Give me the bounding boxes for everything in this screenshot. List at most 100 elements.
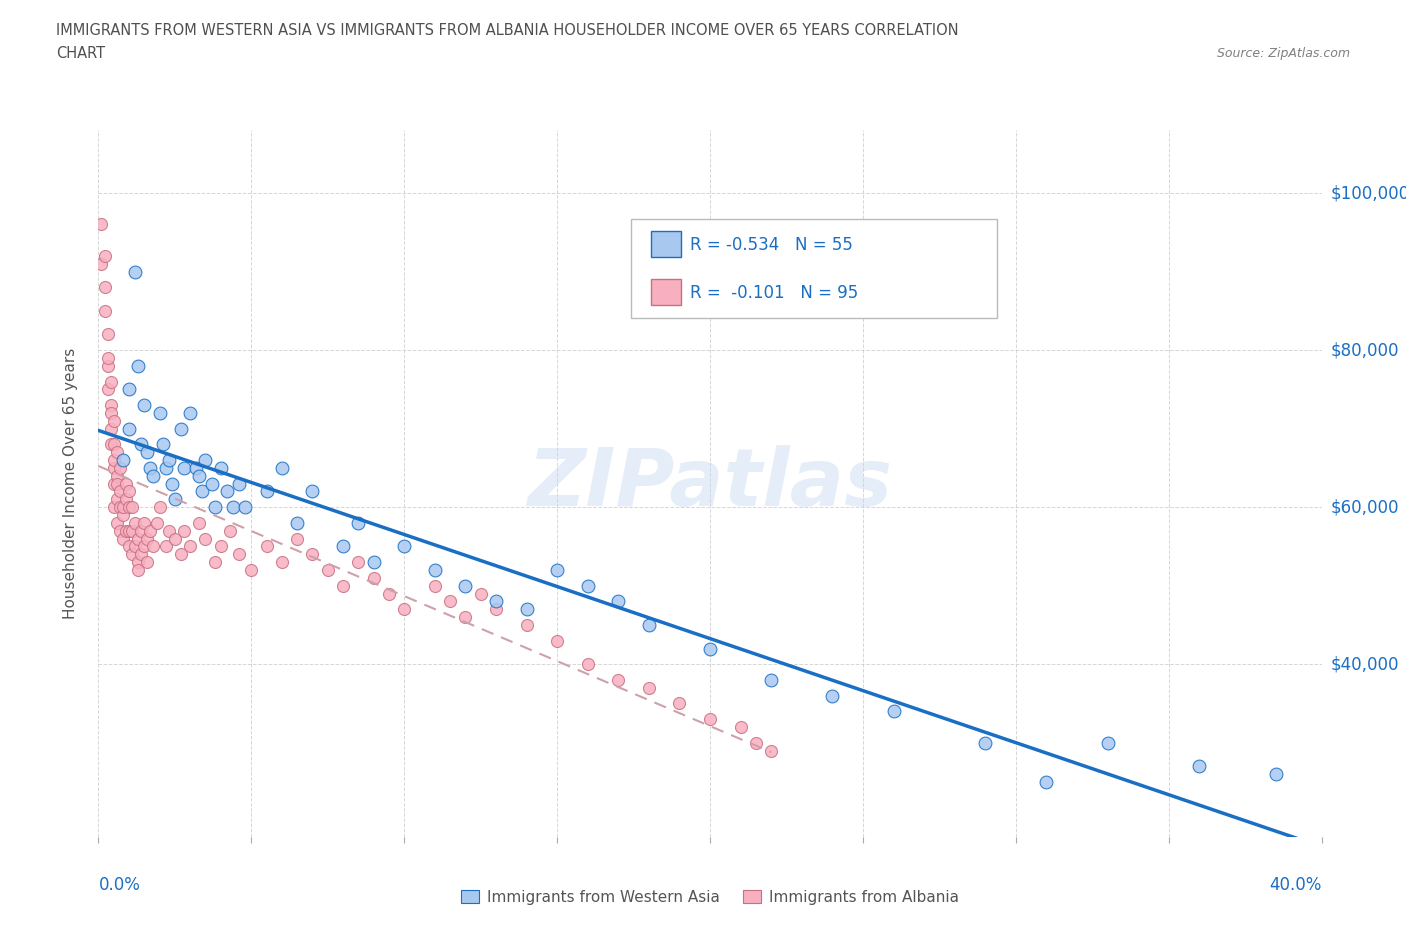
- Point: [607, 594, 630, 609]
- Point: [103, 437, 125, 452]
- Point: [115, 492, 138, 507]
- Point: [105, 469, 128, 484]
- Legend: Immigrants from Western Asia, Immigrants from Albania: Immigrants from Western Asia, Immigrants…: [456, 884, 965, 910]
- Point: [118, 421, 141, 436]
- Point: [115, 476, 138, 491]
- Point: [194, 453, 217, 468]
- Point: [90, 217, 112, 232]
- Point: [699, 641, 721, 656]
- Point: [301, 547, 323, 562]
- Point: [118, 524, 141, 538]
- Point: [730, 720, 752, 735]
- Point: [93, 280, 115, 295]
- Point: [256, 539, 278, 554]
- Point: [97, 382, 120, 397]
- Point: [332, 578, 354, 593]
- Point: [121, 524, 143, 538]
- Point: [200, 476, 222, 491]
- Point: [179, 539, 201, 554]
- Point: [124, 539, 146, 554]
- Point: [115, 524, 138, 538]
- Point: [155, 460, 177, 475]
- Point: [270, 554, 292, 569]
- Point: [256, 484, 278, 498]
- Point: [173, 460, 195, 475]
- Point: [111, 499, 134, 514]
- Point: [204, 554, 226, 569]
- Point: [105, 515, 128, 530]
- Point: [301, 484, 323, 498]
- Point: [111, 453, 134, 468]
- Point: [170, 421, 193, 436]
- Point: [155, 539, 177, 554]
- Point: [93, 248, 115, 263]
- Point: [392, 539, 416, 554]
- Y-axis label: Householder Income Over 65 years: Householder Income Over 65 years: [63, 348, 77, 619]
- Point: [485, 594, 508, 609]
- Point: [194, 531, 217, 546]
- Point: [204, 499, 226, 514]
- Point: [240, 563, 263, 578]
- Point: [127, 554, 149, 569]
- Point: [347, 554, 370, 569]
- Point: [118, 539, 141, 554]
- Point: [100, 398, 122, 413]
- Point: [127, 531, 149, 546]
- Point: [149, 405, 172, 420]
- Text: Source: ZipAtlas.com: Source: ZipAtlas.com: [1216, 46, 1350, 60]
- Point: [103, 413, 125, 428]
- Point: [607, 672, 630, 687]
- Point: [93, 303, 115, 318]
- Point: [149, 499, 172, 514]
- Point: [118, 382, 141, 397]
- Point: [134, 398, 156, 413]
- Point: [1097, 736, 1119, 751]
- Point: [118, 484, 141, 498]
- Text: 40.0%: 40.0%: [1270, 876, 1322, 895]
- Point: [270, 460, 292, 475]
- Point: [134, 515, 156, 530]
- Text: CHART: CHART: [56, 46, 105, 61]
- Point: [127, 358, 149, 373]
- Point: [363, 554, 385, 569]
- Point: [108, 524, 131, 538]
- Point: [103, 453, 125, 468]
- Point: [108, 460, 131, 475]
- Point: [423, 578, 446, 593]
- Point: [188, 469, 211, 484]
- Point: [134, 539, 156, 554]
- Point: [136, 531, 159, 546]
- Point: [316, 563, 339, 578]
- Point: [378, 586, 401, 601]
- Point: [157, 453, 180, 468]
- Text: IMMIGRANTS FROM WESTERN ASIA VS IMMIGRANTS FROM ALBANIA HOUSEHOLDER INCOME OVER : IMMIGRANTS FROM WESTERN ASIA VS IMMIGRAN…: [56, 23, 959, 38]
- Point: [105, 476, 128, 491]
- Point: [423, 563, 446, 578]
- Point: [186, 460, 208, 475]
- Point: [160, 476, 183, 491]
- Point: [188, 515, 211, 530]
- Point: [209, 460, 232, 475]
- Point: [142, 469, 165, 484]
- Point: [516, 618, 538, 632]
- Point: [576, 657, 599, 671]
- Point: [103, 476, 125, 491]
- Text: R =  -0.101   N = 95: R = -0.101 N = 95: [690, 284, 859, 301]
- Text: 0.0%: 0.0%: [98, 876, 141, 895]
- Point: [470, 586, 492, 601]
- Point: [215, 484, 238, 498]
- Point: [637, 618, 661, 632]
- Point: [170, 547, 193, 562]
- Point: [129, 524, 152, 538]
- Point: [152, 437, 174, 452]
- Text: $40,000: $40,000: [1331, 656, 1399, 673]
- Point: [209, 539, 232, 554]
- Text: R = -0.534   N = 55: R = -0.534 N = 55: [690, 235, 853, 254]
- Point: [145, 515, 167, 530]
- Point: [821, 688, 844, 703]
- Point: [129, 437, 152, 452]
- Point: [228, 476, 250, 491]
- Point: [363, 570, 385, 585]
- Point: [124, 515, 146, 530]
- Point: [219, 524, 242, 538]
